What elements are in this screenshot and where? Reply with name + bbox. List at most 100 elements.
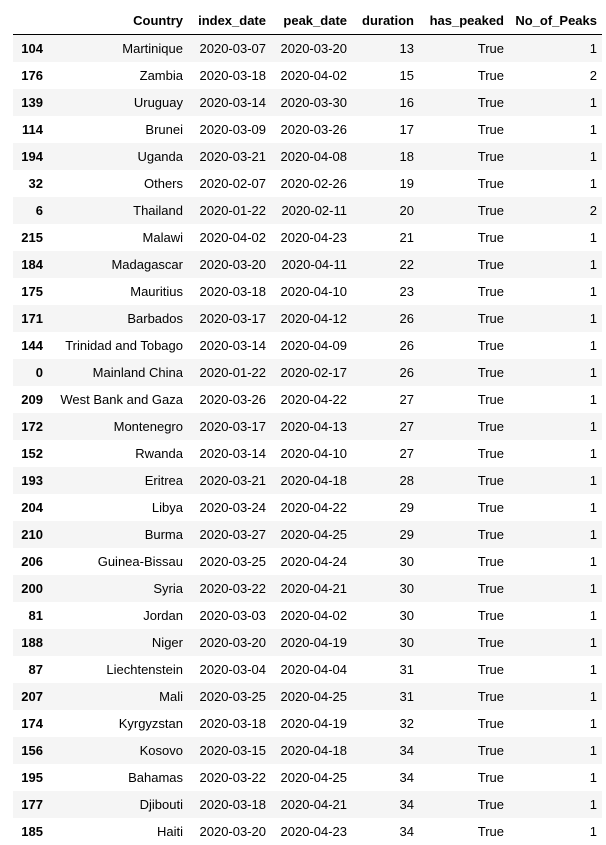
- table-row: 210 Burma 2020-03-27 2020-04-25 29 True 1: [13, 521, 602, 548]
- cell-has-peaked: True: [477, 527, 504, 542]
- table-header: Country index_date peak_date duration ha…: [13, 8, 602, 35]
- table-row: 171 Barbados 2020-03-17 2020-04-12 26 True 1: [13, 305, 602, 332]
- cell-country: Niger: [151, 635, 183, 650]
- header-has-peaked: has_peaked: [419, 8, 509, 35]
- cell-country: Eritrea: [144, 473, 183, 488]
- cell-duration: 27: [399, 446, 414, 461]
- table-row: 204 Libya 2020-03-24 2020-04-22 29 True 1: [13, 494, 602, 521]
- row-index: 175: [21, 284, 43, 299]
- cell-duration: 23: [399, 284, 414, 299]
- cell-duration: 30: [399, 608, 414, 623]
- cell-has-peaked: True: [477, 68, 504, 83]
- cell-index-date: 2020-03-26: [199, 392, 267, 407]
- cell-duration: 13: [399, 41, 414, 56]
- cell-index-date: 2020-03-14: [199, 95, 267, 110]
- row-index: 176: [21, 68, 43, 83]
- cell-has-peaked: True: [477, 149, 504, 164]
- cell-no-of-peaks: 1: [589, 500, 597, 515]
- table-row: 184 Madagascar 2020-03-20 2020-04-11 22 True 1: [13, 251, 602, 278]
- cell-peak-date: 2020-04-02: [280, 608, 348, 623]
- cell-country: Burma: [144, 527, 183, 542]
- cell-has-peaked: True: [477, 392, 504, 407]
- cell-peak-date: 2020-02-11: [281, 203, 347, 218]
- row-index: 206: [21, 554, 43, 569]
- cell-peak-date: 2020-03-26: [280, 122, 348, 137]
- table-row: 209 West Bank and Gaza 2020-03-26 2020-04-2…: [13, 386, 602, 413]
- cell-peak-date: 2020-04-19: [280, 716, 348, 731]
- header-index-date: index_date: [188, 8, 271, 35]
- cell-no-of-peaks: 1: [589, 824, 597, 839]
- cell-duration: 21: [399, 230, 414, 245]
- cell-country: West Bank and Gaza: [60, 392, 183, 407]
- cell-peak-date: 2020-04-13: [280, 419, 348, 434]
- row-index: 207: [21, 689, 43, 704]
- cell-country: Zambia: [139, 68, 183, 83]
- cell-has-peaked: True: [477, 635, 504, 650]
- cell-index-date: 2020-03-09: [199, 122, 267, 137]
- cell-has-peaked: True: [477, 824, 504, 839]
- cell-no-of-peaks: 2: [589, 68, 597, 83]
- cell-peak-date: 2020-03-30: [280, 95, 348, 110]
- cell-country: Guinea-Bissau: [97, 554, 183, 569]
- table-row: 215 Malawi 2020-04-02 2020-04-23 21 True 1: [13, 224, 602, 251]
- cell-peak-date: 2020-04-22: [280, 500, 348, 515]
- cell-peak-date: 2020-04-02: [280, 68, 348, 83]
- cell-index-date: 2020-01-22: [199, 203, 267, 218]
- cell-no-of-peaks: 1: [589, 257, 597, 272]
- cell-duration: 34: [399, 797, 414, 812]
- cell-country: Libya: [151, 500, 183, 515]
- table-row: 176 Zambia 2020-03-18 2020-04-02 15 True 2: [13, 62, 602, 89]
- cell-index-date: 2020-03-25: [199, 554, 267, 569]
- table-row: 81 Jordan 2020-03-03 2020-04-02 30 True 1: [13, 602, 602, 629]
- cell-index-date: 2020-03-20: [199, 635, 267, 650]
- cell-duration: 18: [399, 149, 414, 164]
- table-row: 32 Others 2020-02-07 2020-02-26 19 True 1: [13, 170, 602, 197]
- cell-no-of-peaks: 1: [589, 95, 597, 110]
- cell-has-peaked: True: [477, 122, 504, 137]
- row-index: 114: [22, 122, 43, 137]
- cell-has-peaked: True: [477, 797, 504, 812]
- cell-duration: 34: [399, 770, 414, 785]
- row-index: 184: [21, 257, 43, 272]
- cell-has-peaked: True: [477, 608, 504, 623]
- table-row: 174 Kyrgyzstan 2020-03-18 2020-04-19 32 True 1: [13, 710, 602, 737]
- table-row: 175 Mauritius 2020-03-18 2020-04-10 23 True 1: [13, 278, 602, 305]
- cell-no-of-peaks: 1: [589, 149, 597, 164]
- cell-index-date: 2020-03-14: [199, 338, 267, 353]
- cell-country: Uruguay: [133, 95, 183, 110]
- cell-no-of-peaks: 1: [589, 176, 597, 191]
- row-index: 215: [21, 230, 43, 245]
- cell-peak-date: 2020-04-22: [280, 392, 348, 407]
- row-index: 172: [21, 419, 43, 434]
- cell-index-date: 2020-03-07: [199, 41, 267, 56]
- cell-has-peaked: True: [477, 446, 504, 461]
- cell-country: Haiti: [156, 824, 183, 839]
- cell-duration: 22: [399, 257, 414, 272]
- cell-peak-date: 2020-02-26: [280, 176, 348, 191]
- header-duration: duration: [352, 8, 419, 35]
- dataframe-output: Country index_date peak_date duration ha…: [13, 8, 602, 839]
- cell-index-date: 2020-03-22: [199, 581, 267, 596]
- cell-duration: 27: [399, 392, 414, 407]
- row-index: 210: [21, 527, 43, 542]
- header-index: [13, 8, 55, 35]
- cell-country: Kosovo: [139, 743, 183, 758]
- cell-index-date: 2020-03-18: [199, 716, 267, 731]
- cell-has-peaked: True: [477, 689, 504, 704]
- table-row: 195 Bahamas 2020-03-22 2020-04-25 34 True 1: [13, 764, 602, 791]
- cell-index-date: 2020-03-17: [199, 311, 267, 326]
- cell-country: Djibouti: [139, 797, 183, 812]
- cell-country: Mauritius: [130, 284, 183, 299]
- cell-no-of-peaks: 1: [589, 419, 597, 434]
- cell-duration: 28: [399, 473, 414, 488]
- cell-no-of-peaks: 1: [589, 392, 597, 407]
- cell-no-of-peaks: 1: [589, 716, 597, 731]
- row-index: 152: [21, 446, 43, 461]
- cell-country: Martinique: [122, 41, 183, 56]
- cell-peak-date: 2020-04-18: [280, 473, 348, 488]
- cell-duration: 34: [399, 743, 414, 758]
- table-row: 185 Haiti 2020-03-20 2020-04-23 34 True 1: [13, 818, 602, 845]
- cell-duration: 34: [399, 824, 414, 839]
- cell-index-date: 2020-03-22: [199, 770, 267, 785]
- row-index: 171: [21, 311, 43, 326]
